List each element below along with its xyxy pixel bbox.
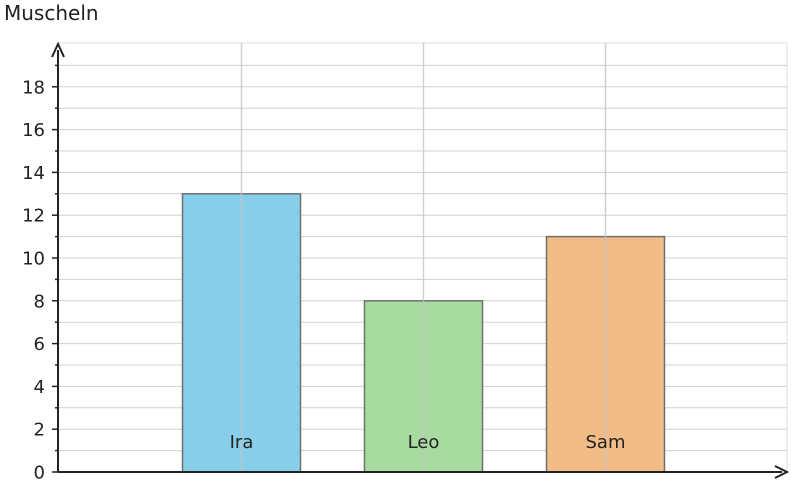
x-grid bbox=[240, 43, 607, 472]
axes bbox=[51, 41, 790, 479]
y-tick-label: 0 bbox=[34, 463, 45, 484]
y-tick-label: 8 bbox=[34, 291, 45, 312]
category-label: Sam bbox=[586, 432, 626, 453]
y-axis-arrow bbox=[51, 41, 65, 58]
x-axis-arrow bbox=[774, 465, 790, 479]
y-tick-label: 14 bbox=[22, 163, 45, 184]
y-tick-label: 18 bbox=[22, 77, 45, 98]
bar-labels: Ira Leo Sam bbox=[230, 432, 626, 453]
y-tick-label: 4 bbox=[34, 377, 45, 398]
category-label: Ira bbox=[230, 432, 254, 453]
y-tick-label: 6 bbox=[34, 334, 45, 355]
category-label: Leo bbox=[408, 432, 440, 453]
y-tick-label: 12 bbox=[22, 206, 45, 227]
y-tick-label: 2 bbox=[34, 420, 45, 441]
grid bbox=[58, 42, 788, 472]
y-ticks: 0 2 4 6 8 10 12 14 16 18 bbox=[22, 64, 58, 484]
y-tick-label: 10 bbox=[22, 249, 45, 270]
y-tick-label: 16 bbox=[22, 120, 45, 141]
y-axis-label: Muscheln bbox=[4, 1, 99, 25]
